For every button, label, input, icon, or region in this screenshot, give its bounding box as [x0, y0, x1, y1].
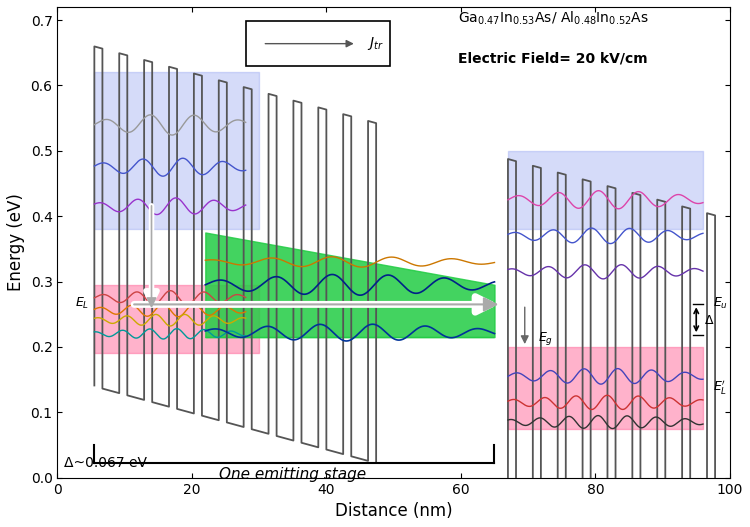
- Text: $E_L$: $E_L$: [76, 296, 90, 310]
- Text: One emitting stage: One emitting stage: [219, 466, 366, 482]
- Text: Electric Field= 20 kV/cm: Electric Field= 20 kV/cm: [458, 52, 647, 66]
- Text: $E_g$: $E_g$: [538, 330, 554, 347]
- Text: $\mathrm{Ga}_{0.47}\mathrm{In}_{0.53}\mathrm{As/\ Al}_{0.48}\mathrm{In}_{0.52}\m: $\mathrm{Ga}_{0.47}\mathrm{In}_{0.53}\ma…: [458, 9, 649, 27]
- Y-axis label: Energy (eV): Energy (eV): [7, 193, 25, 291]
- Text: $\Delta$: $\Delta$: [704, 314, 715, 327]
- Text: $E_L'$: $E_L'$: [713, 378, 728, 396]
- Text: $E_u$: $E_u$: [713, 296, 728, 310]
- FancyBboxPatch shape: [246, 21, 390, 66]
- X-axis label: Distance (nm): Distance (nm): [334, 502, 452, 520]
- Text: Δ~0.067 eV: Δ~0.067 eV: [64, 456, 147, 470]
- Text: $J_{tr}$: $J_{tr}$: [367, 35, 383, 52]
